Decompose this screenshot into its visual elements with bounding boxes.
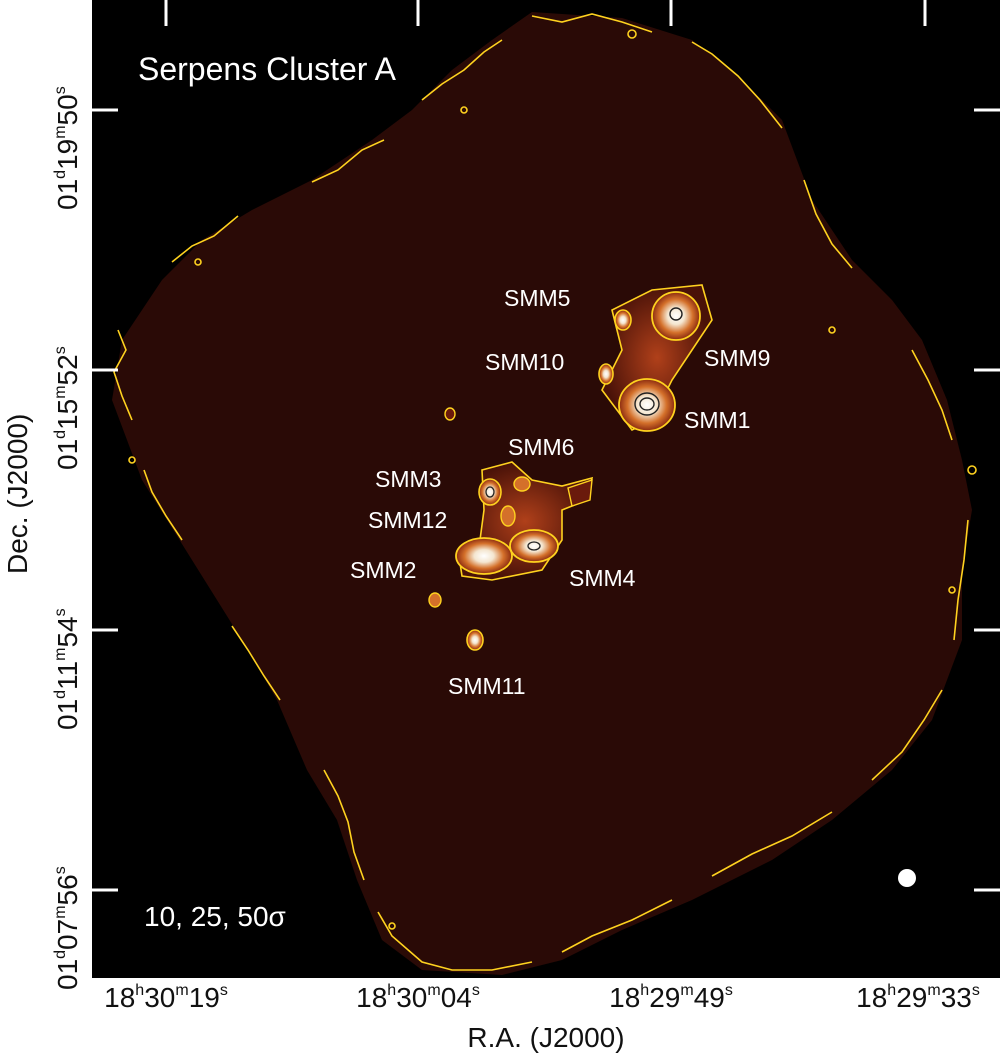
core-smm12 — [500, 505, 516, 527]
y-tick-label: 01d07m56s — [52, 866, 83, 990]
x-tick-label: 18h29m49s — [609, 982, 733, 1013]
source-label: SMM9 — [704, 345, 770, 371]
map-svg: Serpens Cluster A 10, 25, 50σ SMM5 SMM9 … — [92, 0, 1000, 975]
y-tick-label: 01d11m54s — [52, 608, 83, 730]
core-smm3 — [478, 478, 502, 506]
source-label: SMM11 — [448, 673, 526, 699]
core-smm11 — [466, 629, 484, 651]
edge-contours — [113, 13, 977, 971]
beam-marker — [898, 869, 916, 887]
source-label: SMM10 — [485, 349, 564, 375]
x-tick-label: 18h30m04s — [356, 982, 480, 1013]
source-label: SMM3 — [375, 466, 441, 492]
source-label: SMM1 — [684, 407, 750, 433]
figure-title: Serpens Cluster A — [138, 51, 397, 87]
core-smm9 — [651, 291, 701, 341]
core-smm2 — [455, 537, 513, 575]
contour-levels-label: 10, 25, 50σ — [144, 901, 286, 932]
x-tick-label: 18h30m19s — [104, 982, 228, 1013]
source-label: SMM4 — [569, 565, 636, 591]
source-label: SMM5 — [504, 285, 570, 311]
core-smm6 — [513, 476, 531, 492]
source-label: SMM12 — [368, 507, 447, 533]
cores — [428, 291, 701, 651]
core-smm4 — [509, 529, 559, 563]
y-tick-label: 01d19m50s — [52, 86, 83, 210]
y-tick-label: 01d15m52s — [52, 346, 83, 470]
y-axis-label: Dec. (J2000) — [2, 413, 33, 574]
image-map: Serpens Cluster A 10, 25, 50σ SMM5 SMM9 … — [92, 0, 1000, 978]
core-smm10 — [598, 363, 614, 385]
core-smm1 — [618, 378, 676, 432]
source-label: SMM6 — [508, 434, 574, 460]
source-label: SMM2 — [350, 557, 416, 583]
tick-marks — [92, 0, 1000, 892]
x-tick-label: 18h29m33s — [856, 982, 980, 1013]
x-axis-label: R.A. (J2000) — [467, 1022, 625, 1053]
core-smm5 — [614, 309, 632, 331]
